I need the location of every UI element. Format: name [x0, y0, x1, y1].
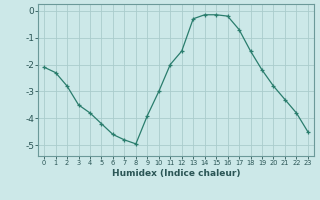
- X-axis label: Humidex (Indice chaleur): Humidex (Indice chaleur): [112, 169, 240, 178]
